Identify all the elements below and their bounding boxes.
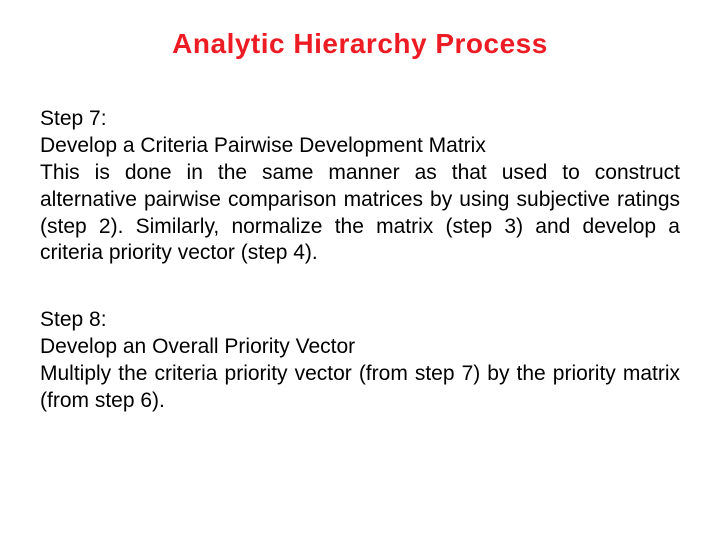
step-7-block: Step 7: Develop a Criteria Pairwise Deve… [40, 106, 680, 267]
step-8-body: Multiply the criteria priority vector (f… [40, 361, 680, 415]
step-7-heading: Develop a Criteria Pairwise Development … [40, 133, 680, 160]
step-8-heading: Develop an Overall Priority Vector [40, 334, 680, 361]
slide: Analytic Hierarchy Process Step 7: Devel… [0, 0, 720, 540]
step-8-label: Step 8: [40, 307, 680, 334]
step-7-body: This is done in the same manner as that … [40, 160, 680, 268]
step-8-block: Step 8: Develop an Overall Priority Vect… [40, 307, 680, 415]
step-7-label: Step 7: [40, 106, 680, 133]
page-title: Analytic Hierarchy Process [40, 28, 680, 60]
